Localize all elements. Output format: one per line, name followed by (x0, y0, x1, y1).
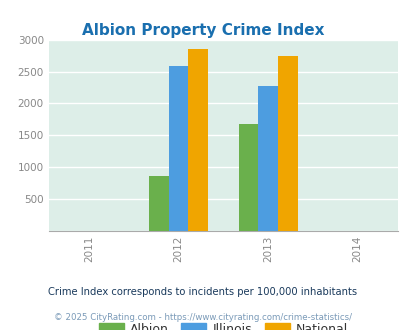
Bar (258, 85, 277, 231)
Bar (277, 56, 297, 231)
Text: © 2025 CityRating.com - https://www.cityrating.com/crime-statistics/: © 2025 CityRating.com - https://www.city… (54, 313, 351, 322)
Text: Albion Property Crime Index: Albion Property Crime Index (81, 23, 324, 38)
Bar (168, 66, 188, 231)
Text: Crime Index corresponds to incidents per 100,000 inhabitants: Crime Index corresponds to incidents per… (48, 287, 357, 297)
Bar (238, 124, 258, 231)
Bar (149, 176, 168, 231)
Bar (188, 49, 208, 231)
Legend: Albion, Illinois, National: Albion, Illinois, National (93, 318, 352, 330)
